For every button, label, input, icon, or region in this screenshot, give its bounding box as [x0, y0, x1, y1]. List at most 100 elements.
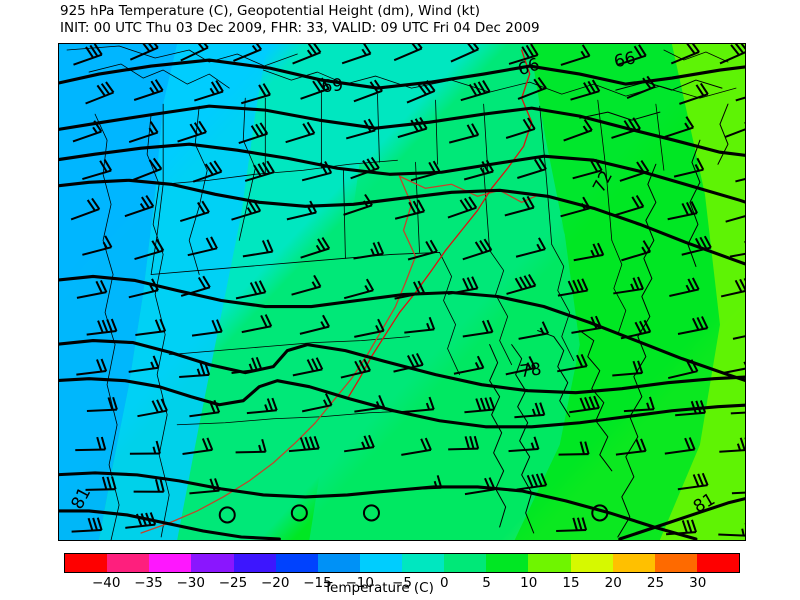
wind-barb	[725, 212, 745, 223]
wind-barb	[620, 319, 652, 340]
wind-barb	[291, 274, 322, 296]
wind-barb-layer	[70, 44, 745, 537]
colorbar-tick: 10	[520, 575, 538, 591]
wind-barb	[71, 517, 103, 533]
colorbar-segment	[402, 554, 445, 572]
wind-barb	[464, 477, 496, 496]
wind-barb	[616, 44, 647, 66]
wind-barb	[82, 158, 113, 181]
wind-barb	[572, 158, 603, 180]
map-canvas: .tfill{stroke:none} .state{fill:none;str…	[59, 44, 745, 540]
colorbar-segment	[486, 554, 529, 572]
wind-barb	[238, 122, 269, 145]
colorbar-segment	[654, 554, 697, 572]
wind-barb	[720, 277, 745, 298]
wind-barb	[242, 239, 274, 258]
colorbar-segment	[317, 554, 360, 572]
colorbar-tick: −20	[261, 575, 290, 591]
geopotential-height-contours	[59, 58, 745, 540]
wind-barb	[177, 120, 207, 143]
wind-barb	[86, 396, 118, 413]
colorbar-gradient[interactable]	[64, 553, 740, 573]
wind-barb	[556, 517, 588, 533]
wind-barb	[76, 280, 108, 299]
wind-barb	[719, 437, 745, 453]
wind-barb	[244, 160, 275, 182]
wind-barb	[128, 121, 159, 144]
wind-barb	[626, 75, 656, 100]
wind-barb	[194, 80, 224, 102]
wind-barb	[301, 160, 333, 182]
wind-barb	[448, 123, 480, 144]
wind-barb	[463, 159, 495, 181]
wind-barb	[462, 238, 493, 261]
wind-barb	[86, 318, 118, 336]
wind-barb	[612, 360, 644, 377]
wind-barb	[394, 199, 426, 220]
colorbar-segment	[65, 554, 108, 572]
wind-barb	[679, 82, 709, 105]
wind-barb	[718, 522, 745, 537]
wind-barb	[189, 399, 221, 418]
wind-barb	[447, 276, 479, 295]
colorbar-axis-label-text: Temperature (C)	[324, 580, 434, 596]
wind-barb	[735, 173, 745, 183]
wind-barb	[621, 240, 652, 262]
map-plot-area[interactable]: .tfill{stroke:none} .state{fill:none;str…	[58, 43, 746, 541]
wind-barb	[397, 117, 428, 139]
colorbar-segment	[191, 554, 234, 572]
wind-barb	[514, 402, 546, 419]
wind-barb	[517, 77, 547, 100]
wind-barb	[557, 353, 588, 373]
wind-barb	[125, 512, 157, 529]
wind-barb	[724, 121, 745, 138]
wind-barb	[464, 396, 496, 414]
calm-station-circle	[218, 506, 236, 524]
colorbar-segment	[570, 554, 613, 572]
wind-barb	[85, 476, 117, 491]
colorbar-tick: 15	[562, 575, 580, 591]
wind-barb	[179, 200, 210, 222]
colorbar-segment	[233, 554, 276, 572]
wind-barb	[179, 362, 211, 378]
wind-barb	[191, 319, 223, 337]
wind-barb	[731, 490, 745, 495]
calm-station-circle	[290, 504, 308, 522]
wind-barb	[345, 118, 377, 140]
wind-barb	[508, 44, 539, 65]
wind-barb	[410, 160, 441, 182]
wind-barb	[343, 193, 373, 216]
figure-title-block: 925 hPa Temperature (C), Geopotential He…	[60, 3, 760, 36]
wind-barb	[134, 238, 165, 261]
colorbar-tick: 25	[646, 575, 665, 591]
wind-barb	[353, 79, 383, 103]
wind-barb	[667, 359, 699, 380]
wind-barb	[557, 278, 589, 297]
colorbar-segment	[359, 554, 402, 572]
wind-barb	[129, 440, 161, 455]
colorbar-tick-labels: −40 −35 −30 −25 −20 −15 −10 −5 0 5 10 15 20 25 30	[64, 574, 740, 594]
wind-barb	[673, 157, 705, 178]
wind-barb	[240, 83, 271, 105]
colorbar-tick: −30	[176, 575, 206, 591]
wind-barb	[573, 242, 605, 262]
calm-station-circle	[362, 504, 380, 522]
wind-barb	[515, 237, 547, 258]
wind-barb	[407, 239, 438, 261]
wind-barb	[85, 81, 115, 105]
wind-barb	[508, 436, 540, 453]
colorbar-tick: −40	[92, 575, 121, 591]
wind-barb	[393, 44, 423, 62]
wind-barb	[192, 160, 223, 183]
wind-barb	[506, 273, 537, 295]
wind-barb	[288, 435, 320, 453]
figure-title-line-2: INIT: 00 UTC Thu 03 Dec 2009, FHR: 33, V…	[60, 19, 540, 36]
wind-barb	[615, 438, 647, 456]
wind-barb	[732, 331, 745, 340]
wind-barb	[394, 280, 425, 300]
wind-barb	[518, 321, 550, 340]
colorbar[interactable]: −40 −35 −30 −25 −20 −15 −10 −5 0 5 10 15 20 25 30	[64, 553, 740, 591]
wind-barb	[133, 478, 165, 493]
wind-barb	[460, 80, 491, 102]
